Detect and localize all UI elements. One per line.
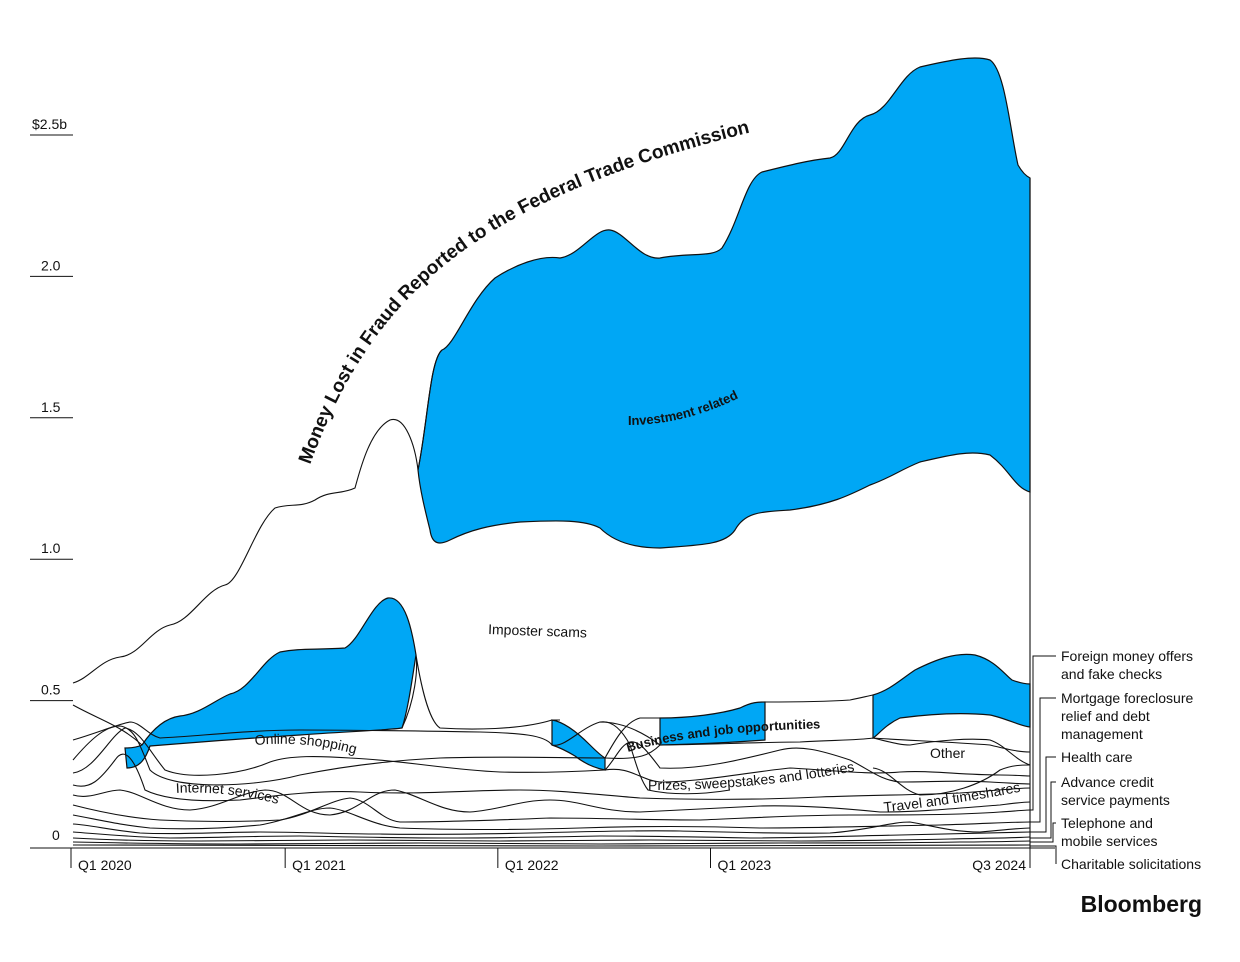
stream-line-14: [872, 737, 1031, 766]
stream-line-18: [552, 717, 660, 759]
stream-line-1: [72, 725, 1031, 786]
stream-line-5: [72, 797, 1031, 823]
leader-foreign-money: [1030, 655, 1056, 811]
side-label-0-line-0: Foreign money offers: [1061, 648, 1193, 664]
y-tick-label-3: 1.5: [41, 399, 61, 415]
y-tick-label-5: $2.5b: [32, 116, 67, 132]
y-tick-label-4: 2.0: [41, 257, 61, 273]
stream-line-4: [72, 789, 1031, 816]
imposter-lower-outline: [401, 654, 553, 730]
side-label-1-line-1: relief and debt: [1061, 708, 1150, 724]
label-online-shopping: Online shopping: [254, 731, 359, 757]
stream-line-11: [72, 844, 1031, 847]
side-leaders: [1030, 655, 1057, 864]
side-label-5-line-0: Charitable solicitations: [1061, 856, 1201, 872]
stream-line-15: [872, 764, 1031, 796]
side-label-1-line-2: management: [1061, 726, 1143, 742]
highlight-bands: [124, 57, 1031, 771]
label-other: Other: [930, 745, 965, 761]
x-tick-label-2: Q1 2022: [505, 857, 559, 873]
business-band-2022: [551, 719, 606, 771]
y-tick-label-1: 0.5: [41, 682, 61, 698]
stream-line-9: [72, 836, 1031, 842]
y-tick-label-0: 0: [52, 827, 60, 843]
label-internet-services: Internet services: [175, 780, 281, 807]
total-envelope: [72, 349, 443, 684]
x-tick-label-0: Q1 2020: [78, 857, 132, 873]
leader-telephone: [1030, 822, 1056, 843]
side-label-3-line-0: Advance credit: [1061, 774, 1154, 790]
y-axis: 0 0.5 1.0 1.5 2.0 $2.5b: [30, 116, 73, 843]
y-tick-label-2: 1.0: [41, 540, 61, 556]
side-labels: Foreign money offers and fake checks Mortg…: [1061, 648, 1201, 872]
label-prizes: Prizes, sweepstakes and lotteries: [648, 758, 855, 793]
side-label-1-line-0: Mortgage foreclosure: [1061, 690, 1194, 706]
x-tick-label-1: Q1 2021: [292, 857, 346, 873]
leader-health-care: [1030, 756, 1056, 833]
side-label-4-line-1: mobile services: [1061, 833, 1157, 849]
stream-outlines: [30, 178, 1055, 849]
business-band-2024: [872, 653, 1031, 740]
stream-line-3: [72, 753, 1031, 802]
leader-advance-credit: [1030, 781, 1056, 839]
leader-mortgage: [1030, 697, 1056, 823]
x-tick-label-4: Q3 2024: [972, 857, 1026, 873]
side-label-2-line-0: Health care: [1061, 749, 1133, 765]
label-travel-timeshares: Travel and timeshares: [883, 779, 1022, 815]
imposter-outline: [72, 704, 143, 746]
business-band-2020: [124, 597, 417, 769]
side-label-3-line-1: service payments: [1061, 792, 1170, 808]
side-label-0-line-1: and fake checks: [1061, 666, 1162, 682]
x-tick-label-3: Q1 2023: [718, 857, 772, 873]
label-imposter-scams: Imposter scams: [488, 621, 587, 640]
stream-line-17: [764, 694, 874, 703]
stream-line-16: [599, 721, 731, 795]
stream-line-2: [72, 727, 1031, 783]
leader-charitable: [1030, 845, 1057, 864]
stream-line-12: [72, 721, 661, 746]
business-band-2023: [659, 701, 766, 746]
stream-line-13: [604, 741, 1031, 785]
brand-logo: Bloomberg: [1081, 891, 1202, 917]
investment-related-band: [417, 57, 1031, 549]
stream-line-8: [72, 831, 1031, 839]
side-label-4-line-0: Telephone and: [1061, 815, 1153, 831]
stream-line-7: [72, 821, 1031, 835]
x-axis: Q1 2020 Q1 2021 Q1 2022 Q1 2023 Q3 2024: [70, 848, 1031, 873]
stream-line-10: [72, 840, 1031, 845]
